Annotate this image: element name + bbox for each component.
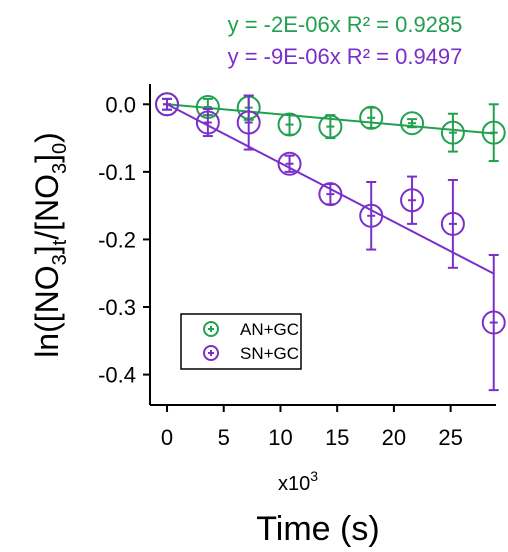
data-point (481, 253, 506, 392)
marker (400, 188, 425, 213)
data-point (359, 105, 384, 130)
x-tick-label: 20 (382, 425, 406, 450)
x-tick-label: 10 (268, 425, 292, 450)
marker (481, 120, 506, 145)
equation-sn-gc: y = -9E-06x R² = 0.9497 (228, 44, 463, 69)
data-point (155, 92, 180, 117)
marker (481, 310, 506, 335)
data-point (195, 108, 220, 138)
x-tick-label: 15 (325, 425, 349, 450)
marker (195, 110, 220, 135)
legend-marker (203, 321, 219, 337)
y-tick-label: -0.4 (98, 363, 136, 388)
x-axis-multiplier: x103 (278, 468, 318, 495)
data-point (318, 114, 343, 140)
x-axis-label: Time (s) (256, 510, 379, 548)
marker (277, 151, 302, 176)
legend-label-an-gc: AN+GC (240, 320, 299, 339)
legend-box (180, 313, 302, 370)
data-point (318, 182, 343, 207)
x-tick-label: 25 (438, 425, 462, 450)
x-tick-label: 5 (218, 425, 230, 450)
marker (155, 92, 180, 117)
data-point (481, 103, 506, 163)
equation-an-gc: y = -2E-06x R² = 0.9285 (228, 12, 463, 37)
marker (440, 120, 465, 145)
data-point (359, 180, 384, 251)
marker (318, 114, 343, 139)
legend-item-an-gc (203, 321, 219, 337)
data-point (277, 112, 302, 137)
data-point (236, 94, 261, 151)
x-tick-label: 0 (161, 425, 173, 450)
y-axis-label: ln([NO3]t/[NO3]0) (29, 132, 71, 358)
y-tick-label: -0.2 (98, 227, 136, 252)
legend-item-sn-gc (203, 345, 219, 361)
ticks: 0.0 -0.1 -0.2 -0.3 -0.4 0 5 10 15 20 25 (98, 92, 463, 450)
axes (149, 84, 496, 406)
legend-label-sn-gc: SN+GC (240, 344, 299, 363)
legend-marker (203, 345, 219, 361)
legend: AN+GC SN+GC (180, 313, 302, 370)
y-tick-label: -0.1 (98, 160, 136, 185)
marker (359, 203, 384, 228)
y-tick-label: 0.0 (105, 92, 136, 117)
data-point (440, 112, 465, 153)
marker (440, 211, 465, 236)
data-points (155, 92, 506, 392)
marker (400, 111, 425, 136)
marker (236, 110, 261, 135)
data-point (277, 151, 302, 176)
marker (318, 182, 343, 207)
y-tick-label: -0.3 (98, 295, 136, 320)
data-point (400, 175, 425, 225)
marker (277, 112, 302, 137)
data-point (440, 178, 465, 269)
data-point (400, 111, 425, 136)
marker (359, 105, 384, 130)
